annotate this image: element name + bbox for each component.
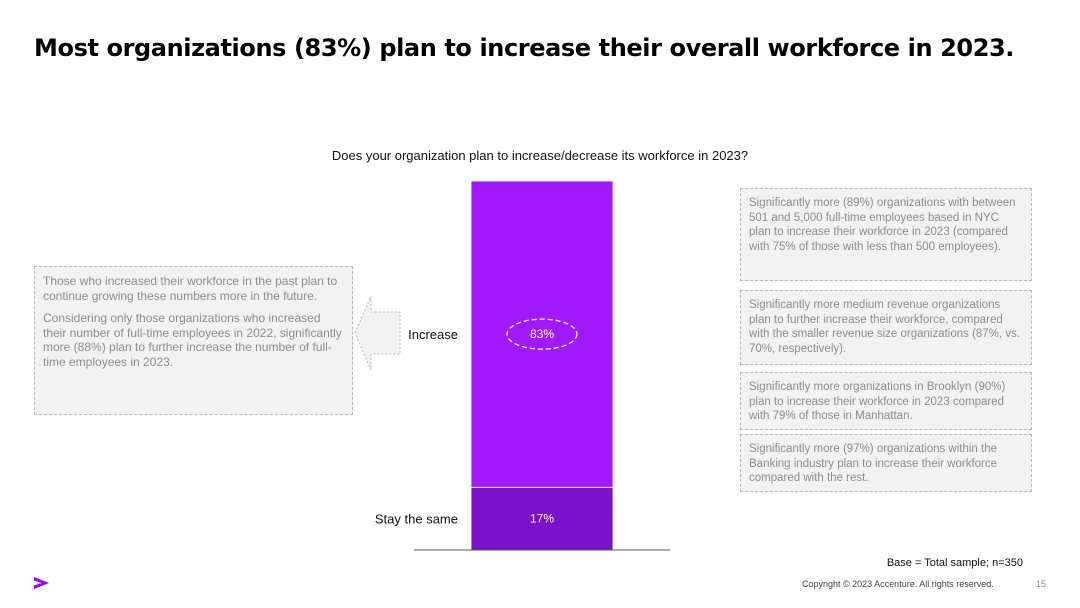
- left-callout-text-2: Considering only those organizations who…: [43, 311, 342, 369]
- bar-segment-increase: [470, 180, 614, 488]
- category-label-stay-the-same: Stay the same: [375, 512, 458, 527]
- right-callout-1-text: Significantly more (89%) organizations w…: [749, 197, 1016, 253]
- right-callout-3-text: Significantly more organizations in Broo…: [749, 381, 1006, 422]
- bar-segment-stay-the-same: [470, 486, 614, 551]
- value-label-increase: 83%: [530, 327, 554, 341]
- left-callout-text-1: Those who increased their workforce in t…: [43, 274, 338, 303]
- chart-question: Does your organization plan to increase/…: [331, 148, 749, 163]
- copyright: Copyright © 2023 Accenture. All rights r…: [802, 579, 994, 589]
- right-callout-4-text: Significantly more (97%) organizations w…: [749, 443, 998, 484]
- right-callout-1: Significantly more (89%) organizations w…: [740, 188, 1032, 281]
- right-callout-4: Significantly more (97%) organizations w…: [740, 434, 1032, 492]
- page-title: Most organizations (83%) plan to increas…: [34, 34, 1015, 62]
- highlight-ring: [506, 318, 578, 350]
- base-note: Base = Total sample; n=350: [886, 557, 1023, 569]
- right-callout-3: Significantly more organizations in Broo…: [740, 372, 1032, 430]
- accenture-logo-icon: [34, 577, 49, 589]
- arrow-left-icon: [354, 295, 401, 371]
- category-label-increase: Increase: [408, 327, 458, 342]
- right-callout-2-text: Significantly more medium revenue organi…: [749, 299, 1021, 355]
- page-number: 15: [1036, 579, 1047, 589]
- right-callout-2: Significantly more medium revenue organi…: [740, 290, 1032, 365]
- value-label-stay-the-same: 17%: [530, 512, 554, 526]
- left-callout: Those who increased their workforce in t…: [34, 266, 353, 415]
